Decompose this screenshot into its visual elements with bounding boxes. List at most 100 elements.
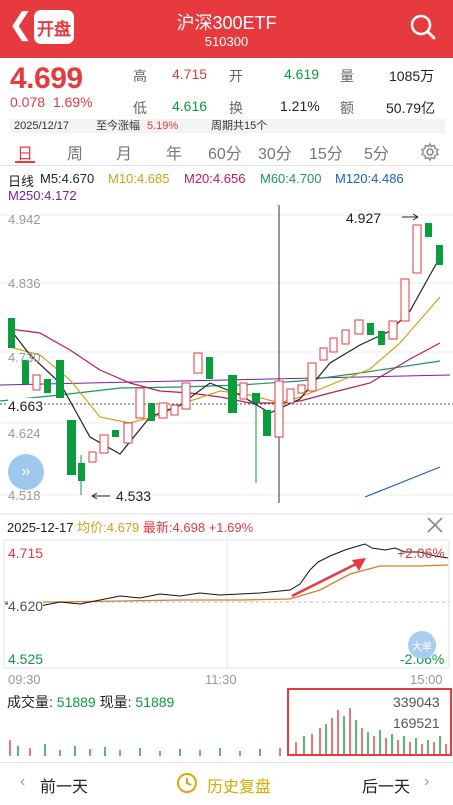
candle: [135, 387, 145, 419]
candle: [67, 420, 76, 475]
low-label: 低: [133, 100, 147, 116]
time-label: 15:00: [410, 672, 443, 687]
intraday-chart[interactable]: [0, 538, 453, 670]
kline-type-label: 日线: [8, 174, 35, 189]
tab-30min[interactable]: 30分: [258, 146, 292, 163]
intraday-pct-bot: -2.06%: [400, 651, 445, 667]
prev-day-button[interactable]: 前一天: [40, 779, 89, 796]
next-arrow-icon: ›: [424, 773, 430, 790]
candle: [78, 463, 85, 481]
quote-panel: 4.699 0.078 1.69% 高 4.715 开 4.619 量 1085…: [0, 58, 453, 134]
cur-label: 现量:: [99, 694, 132, 710]
candle: [8, 318, 15, 348]
ma20-label: M20:4.656: [184, 171, 246, 186]
candle: [99, 434, 109, 454]
period-tabs: 日 周 月 年 60分 30分 15分 5分: [0, 134, 453, 166]
volume-chart: [9, 708, 447, 756]
open-value: 4.619: [284, 66, 320, 82]
candle-group: [8, 223, 443, 495]
page-title: 沪深300ETF: [176, 13, 277, 33]
tab-60min[interactable]: 60分: [208, 146, 242, 163]
candle: [319, 347, 328, 361]
intraday-pct-top: +2.06%: [397, 545, 445, 561]
ma20-line: [9, 328, 441, 404]
y-tick: 4.942: [8, 212, 41, 227]
candle: [367, 323, 374, 335]
price-change: 0.078 1.69%: [10, 94, 93, 110]
search-icon[interactable]: [409, 13, 437, 41]
footer-nav: ‹ 前一天 历史复盘 后一天 ›: [0, 762, 453, 805]
last-price: 4.699: [10, 62, 83, 95]
highlight-box: [287, 688, 452, 756]
tab-month[interactable]: 月: [116, 146, 133, 163]
stock-code: 510300: [204, 34, 249, 49]
volume-label: 量: [340, 68, 354, 84]
candle: [307, 362, 317, 392]
ma250-label: M250:4.172: [8, 188, 77, 203]
candle: [252, 393, 260, 403]
ma60-label: M60:4.700: [260, 171, 322, 186]
candle: [112, 430, 119, 437]
low-arrow-head: [91, 492, 98, 500]
candle: [425, 223, 432, 237]
tab-day[interactable]: 日: [17, 146, 34, 163]
candle: [88, 451, 97, 463]
next-day-button[interactable]: 后一天: [362, 779, 411, 796]
candle: [228, 375, 237, 413]
candle: [56, 360, 64, 398]
candle: [378, 331, 385, 345]
amount-value: 50.79亿: [386, 100, 436, 116]
ma5-line: [9, 256, 441, 455]
info-date: 2025/12/17: [14, 120, 70, 132]
high-mark: 4.927: [346, 210, 382, 226]
candle: [436, 245, 443, 265]
candle: [123, 422, 133, 444]
amount-label: 额: [340, 100, 354, 116]
kline-chart[interactable]: [0, 205, 453, 507]
tab-5min[interactable]: 5分: [364, 146, 389, 163]
turnover-label: 换: [229, 100, 243, 116]
low-value: 4.616: [172, 98, 208, 114]
candle: [32, 374, 41, 391]
tab-indicator: [15, 161, 35, 163]
info-row: 2025/12/17 至今涨幅 5.19% 周期共15个: [10, 119, 445, 133]
open-label: 开: [229, 68, 243, 84]
candle: [170, 404, 179, 416]
candle: [274, 380, 284, 438]
y-tick: 4.836: [8, 276, 41, 291]
big-order-button[interactable]: 大单: [408, 631, 436, 659]
vol-max: 339043: [393, 694, 440, 710]
app-header: ❮ 开盘 沪深300ETF 510300: [0, 0, 453, 58]
low-mark: 4.533: [116, 488, 152, 504]
ma250-line: [0, 374, 451, 386]
price-line: [4, 543, 449, 607]
since-label: 至今涨幅: [96, 120, 140, 132]
time-label: 09:30: [8, 672, 41, 687]
last-value: 4.698: [172, 520, 206, 535]
tab-week[interactable]: 周: [67, 146, 84, 163]
avg-price-line: [5, 564, 449, 603]
last-pct: +1.69%: [208, 520, 254, 535]
time-label: 11:30: [205, 672, 237, 687]
candle: [400, 278, 410, 322]
tab-15min[interactable]: 15分: [309, 146, 343, 163]
expand-icon[interactable]: »: [8, 454, 44, 490]
close-icon[interactable]: [426, 516, 444, 534]
history-review-button[interactable]: 历史复盘: [207, 779, 272, 796]
period-label: 周期共15个: [211, 120, 268, 132]
candle: [22, 360, 29, 384]
candle: [44, 379, 51, 393]
candle: [148, 403, 155, 421]
last-label: 最新:: [142, 520, 173, 535]
gear-icon[interactable]: [420, 142, 440, 162]
ma10-label: M10:4.685: [108, 171, 170, 186]
intraday-y-bot: 4.525: [8, 651, 44, 667]
tab-year[interactable]: 年: [166, 146, 183, 163]
candle: [239, 382, 248, 400]
volume-bars: [9, 708, 447, 756]
candle: [354, 319, 364, 335]
back-icon[interactable]: ❮: [8, 8, 34, 41]
avg-label: 均价:: [77, 520, 107, 535]
vol-label: 成交量:: [7, 694, 53, 710]
ma120-line: [364, 466, 441, 498]
